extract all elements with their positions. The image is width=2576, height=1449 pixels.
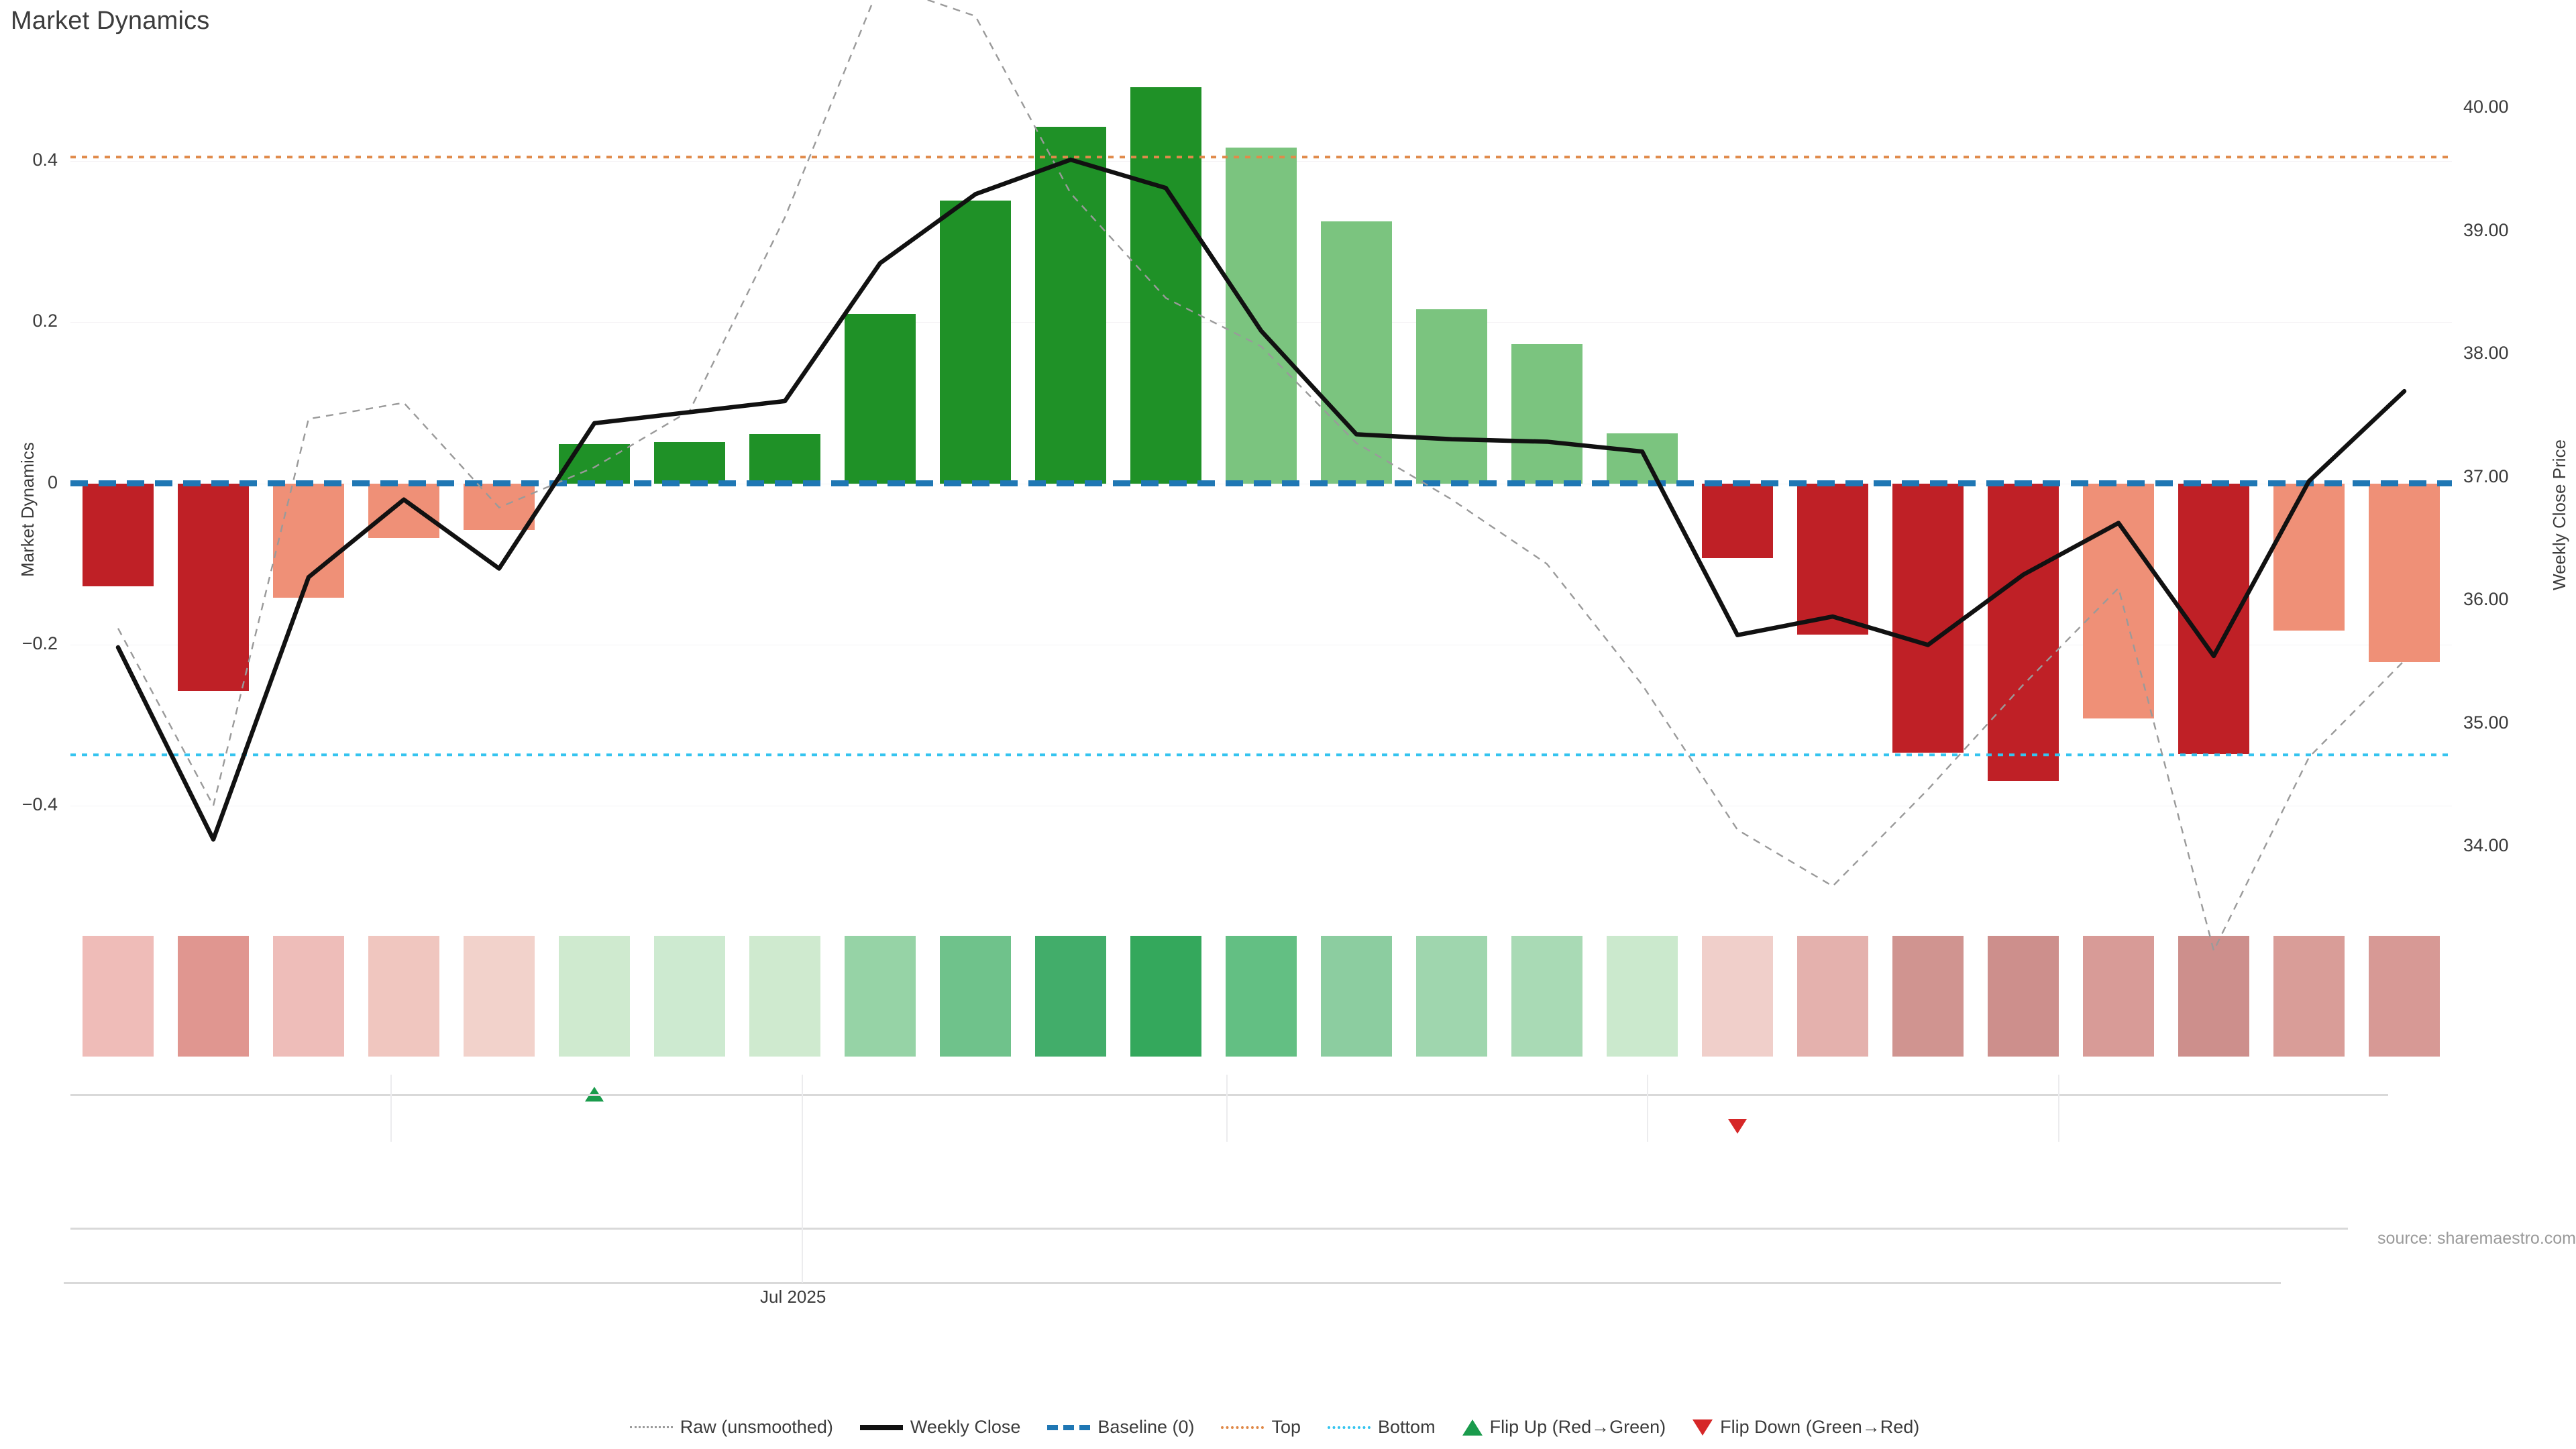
y-axis-right-label: Weekly Close Price	[2549, 439, 2569, 590]
heatmap-cell[interactable]	[1130, 936, 1201, 1057]
bar[interactable]	[1702, 483, 1773, 559]
bar[interactable]	[845, 314, 916, 484]
y-tick-left: 0.4	[32, 150, 58, 170]
lower-panel-tick-line	[1226, 1075, 1228, 1142]
legend-label: Bottom	[1378, 1417, 1436, 1437]
bar[interactable]	[1797, 483, 1868, 635]
y-tick-right: 34.00	[2463, 835, 2509, 856]
bar[interactable]	[559, 443, 630, 484]
bar[interactable]	[1892, 483, 1964, 753]
heatmap-cell[interactable]	[654, 936, 725, 1057]
bar[interactable]	[1226, 147, 1297, 484]
y-tick-right: 36.00	[2463, 589, 2509, 610]
heatmap-cell[interactable]	[559, 936, 630, 1057]
heatmap-cell[interactable]	[1416, 936, 1487, 1057]
x-axis-tick-jul-2025: Jul 2025	[760, 1287, 826, 1307]
heatmap-cell[interactable]	[1797, 936, 1868, 1057]
bar[interactable]	[1321, 221, 1392, 484]
heatmap-cell[interactable]	[273, 936, 344, 1057]
bar[interactable]	[940, 200, 1011, 484]
bar[interactable]	[178, 483, 249, 692]
y-tick-right: 38.00	[2463, 343, 2509, 364]
heatmap-cell[interactable]	[845, 936, 916, 1057]
heatmap-cell[interactable]	[83, 936, 154, 1057]
bar[interactable]	[2083, 483, 2154, 719]
legend-label: Top	[1271, 1417, 1301, 1437]
legend-item[interactable]: Raw (unsmoothed)	[629, 1417, 833, 1438]
heatmap-cell[interactable]	[1702, 936, 1773, 1057]
bar[interactable]	[1511, 343, 1582, 484]
legend-label: Weekly Close	[910, 1417, 1021, 1437]
legend-line-swatch	[1221, 1426, 1265, 1429]
heatmap-cell[interactable]	[1892, 936, 1964, 1057]
heatmap-cell[interactable]	[2083, 936, 2154, 1057]
bar[interactable]	[2178, 483, 2249, 754]
heatmap-cell[interactable]	[1988, 936, 2059, 1057]
legend-item[interactable]: Flip Down (Green→Red)	[1693, 1417, 1919, 1438]
heatmap-cell[interactable]	[2369, 936, 2440, 1057]
page-title: Market Dynamics	[11, 7, 210, 35]
lower-panel-axis-line	[64, 1282, 2281, 1284]
lower-panel-tick-line	[1647, 1075, 1648, 1142]
heatmap-cell[interactable]	[368, 936, 439, 1057]
legend-label: Baseline (0)	[1097, 1417, 1195, 1437]
heatmap-cell[interactable]	[1226, 936, 1297, 1057]
lower-panel-tick-line	[802, 1075, 803, 1283]
legend-item[interactable]: Flip Up (Red→Green)	[1462, 1417, 1666, 1438]
heatmap-cell[interactable]	[1035, 936, 1106, 1057]
bar[interactable]	[83, 483, 154, 587]
y-axis-left-label: Market Dynamics	[17, 442, 38, 577]
heatmap-cell[interactable]	[1511, 936, 1582, 1057]
bar[interactable]	[1035, 126, 1106, 484]
lower-panel-axis-line	[70, 1228, 2348, 1230]
lower-panel-tick-line	[390, 1075, 392, 1142]
legend-item[interactable]: Weekly Close	[859, 1417, 1021, 1438]
legend-item[interactable]: Bottom	[1328, 1417, 1436, 1438]
legend-label: Flip Down (Green→Red)	[1720, 1417, 1920, 1437]
y-tick-left: −0.4	[21, 794, 58, 814]
legend-line-swatch	[1328, 1426, 1371, 1429]
y-tick-left: −0.2	[21, 633, 58, 653]
bar[interactable]	[273, 483, 344, 598]
legend-line-swatch	[1047, 1424, 1091, 1430]
y-tick-right: 37.00	[2463, 466, 2509, 486]
legend-item[interactable]: Baseline (0)	[1047, 1417, 1194, 1438]
bar[interactable]	[1130, 87, 1201, 484]
bar[interactable]	[368, 483, 439, 539]
y-tick-right: 39.00	[2463, 219, 2509, 240]
chart-legend: Raw (unsmoothed) Weekly Close Baseline (0)…	[0, 1417, 2576, 1438]
bar[interactable]	[464, 483, 535, 531]
heatmap-cell[interactable]	[1607, 936, 1678, 1057]
bar[interactable]	[749, 434, 820, 484]
bar[interactable]	[654, 442, 725, 484]
bar[interactable]	[1416, 309, 1487, 484]
y-tick-right: 35.00	[2463, 712, 2509, 733]
heatmap-cell[interactable]	[940, 936, 1011, 1057]
triangle-down-icon	[1693, 1419, 1713, 1436]
bar[interactable]	[1988, 483, 2059, 781]
heatmap-cell[interactable]	[464, 936, 535, 1057]
lower-panel-tick-line	[2058, 1075, 2059, 1142]
legend-line-swatch	[859, 1424, 903, 1430]
bar[interactable]	[1607, 433, 1678, 484]
heatmap-cell[interactable]	[178, 936, 249, 1057]
heatmap-cell[interactable]	[2178, 936, 2249, 1057]
heatmap-cell[interactable]	[2273, 936, 2345, 1057]
lower-panel-axis-line	[70, 1094, 2388, 1096]
heatmap-cell[interactable]	[1321, 936, 1392, 1057]
triangle-up-icon	[1462, 1419, 1483, 1436]
bar[interactable]	[2273, 483, 2345, 631]
legend-line-swatch	[629, 1426, 673, 1428]
legend-label: Flip Up (Red→Green)	[1489, 1417, 1666, 1437]
legend-item[interactable]: Top	[1221, 1417, 1301, 1438]
bar[interactable]	[2369, 483, 2440, 663]
y-tick-right: 40.00	[2463, 96, 2509, 117]
heatmap-cell[interactable]	[749, 936, 820, 1057]
y-tick-left: 0	[47, 472, 58, 492]
source-credit: source: sharemaestro.com	[2377, 1229, 2576, 1248]
legend-label: Raw (unsmoothed)	[680, 1417, 833, 1437]
flip-down-marker-icon[interactable]	[1728, 1119, 1747, 1134]
y-tick-left: 0.2	[32, 311, 58, 331]
